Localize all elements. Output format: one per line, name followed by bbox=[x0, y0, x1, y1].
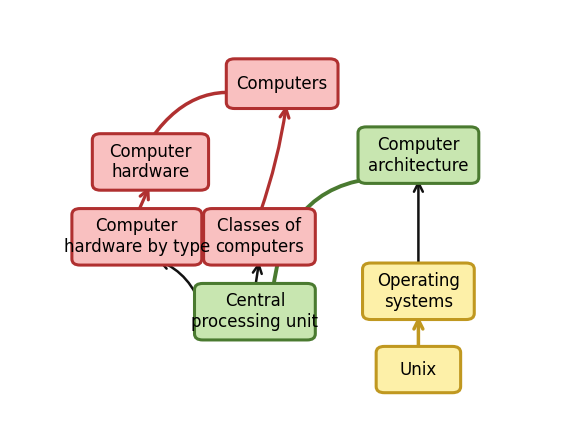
FancyBboxPatch shape bbox=[195, 283, 315, 340]
FancyBboxPatch shape bbox=[358, 127, 479, 183]
FancyBboxPatch shape bbox=[72, 209, 202, 265]
FancyBboxPatch shape bbox=[226, 59, 338, 109]
FancyBboxPatch shape bbox=[203, 209, 315, 265]
Text: Unix: Unix bbox=[400, 361, 437, 378]
Text: Classes of
computers: Classes of computers bbox=[215, 217, 304, 256]
Text: Computer
hardware by type: Computer hardware by type bbox=[64, 217, 210, 256]
FancyBboxPatch shape bbox=[363, 263, 474, 320]
Text: Computers: Computers bbox=[237, 75, 328, 93]
FancyBboxPatch shape bbox=[376, 347, 461, 392]
Text: Computer
hardware: Computer hardware bbox=[109, 143, 192, 181]
Text: Central
processing unit: Central processing unit bbox=[192, 292, 318, 331]
Text: Computer
architecture: Computer architecture bbox=[368, 136, 469, 175]
FancyBboxPatch shape bbox=[93, 133, 209, 190]
Text: Operating
systems: Operating systems bbox=[377, 272, 460, 311]
